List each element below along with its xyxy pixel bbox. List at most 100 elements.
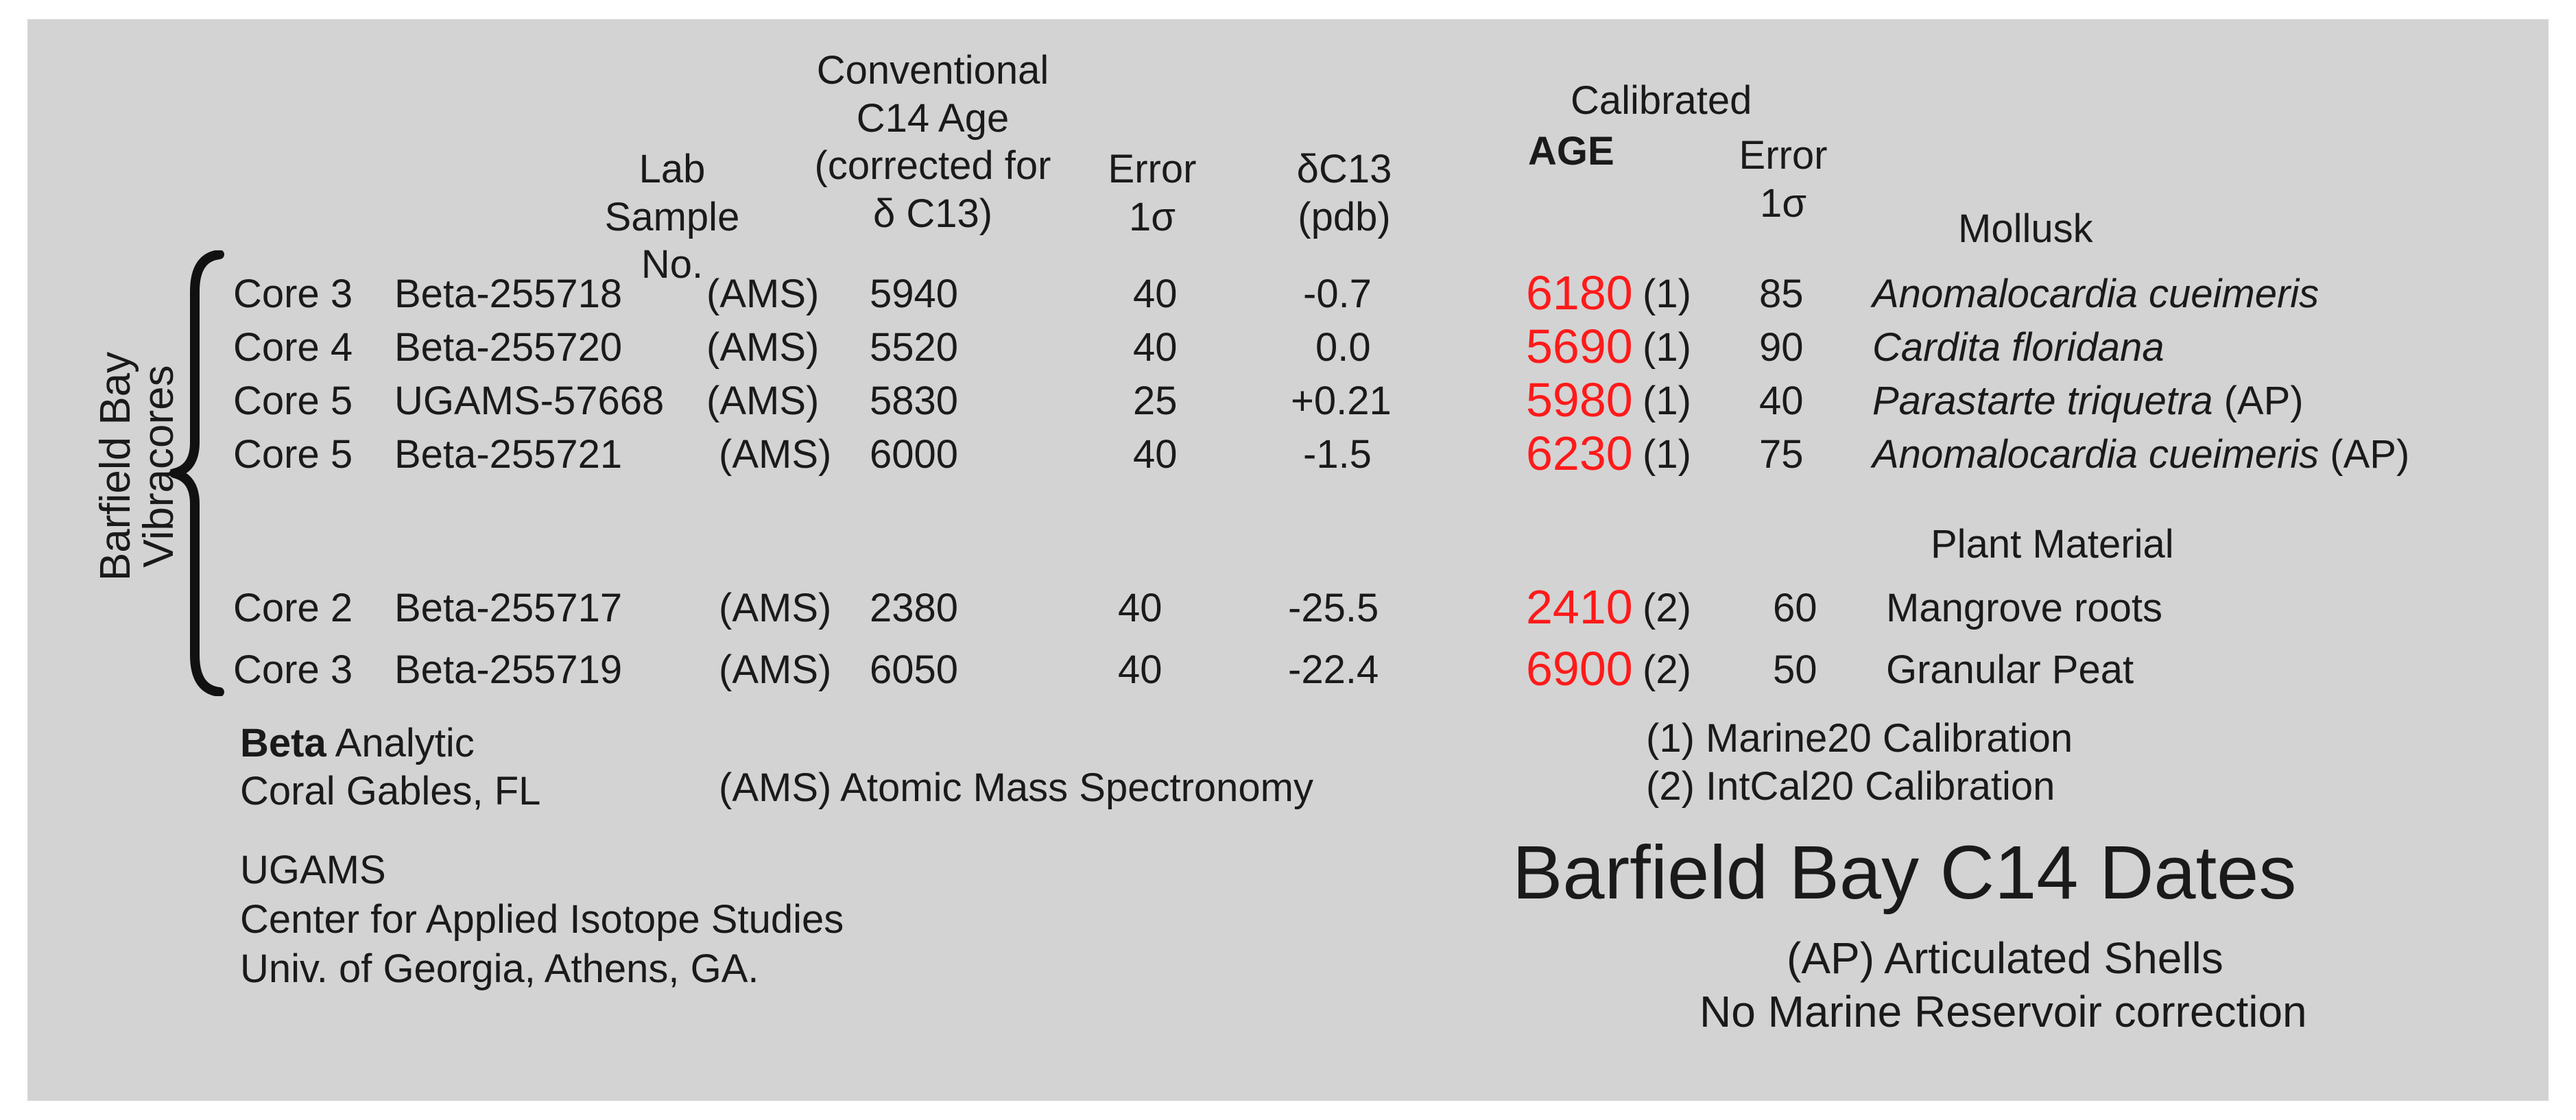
cell-age: 2380 xyxy=(870,586,959,630)
ams-note: (AMS) Atomic Mass Spectronomy xyxy=(719,765,1313,810)
cell-material: Parastarte triquetra (AP) xyxy=(1872,381,2304,421)
material-species: Parastarte triquetra xyxy=(1872,379,2213,423)
cell-age: 5940 xyxy=(870,272,959,316)
cell-sample: Beta-255720 xyxy=(394,325,623,370)
cell-cal-age: 5690 xyxy=(1526,320,1633,373)
cell-cal-ref: (2) xyxy=(1643,647,1691,692)
header-conv-line-3: (corrected for xyxy=(814,143,1051,189)
ugams-center: Center for Applied Isotope Studies xyxy=(240,897,844,942)
cell-error: 25 xyxy=(1133,379,1178,423)
cell-cal-ref: (1) xyxy=(1643,432,1691,477)
cell-cal-ref: (2) xyxy=(1643,586,1691,630)
cell-cal-error: 60 xyxy=(1773,586,1817,630)
calibration-note-2: (2) IntCal20 Calibration xyxy=(1646,764,2055,809)
header-lab-sample: Lab Sample No. xyxy=(569,145,775,289)
header-lab-line-2: Sample No. xyxy=(604,194,740,287)
cell-material: Granular Peat xyxy=(1886,647,2134,692)
header-conv-line-1: Conventional xyxy=(816,48,1049,93)
cell-cal-ref: (1) xyxy=(1643,379,1691,423)
cell-cal-error: 40 xyxy=(1759,379,1804,423)
material-species: Anomalocardia cueimeris xyxy=(1872,432,2319,477)
section-plant-material: Plant Material xyxy=(1931,522,2174,567)
header-cal-error: Error 1σ xyxy=(1701,132,1865,227)
cell-method: (AMS) xyxy=(706,325,820,370)
cell-cal-error: 50 xyxy=(1773,647,1817,692)
cell-material: Mangrove roots xyxy=(1886,586,2162,630)
beta-rest: Analytic xyxy=(326,721,475,765)
cell-method: (AMS) xyxy=(719,432,832,477)
cell-cal-age: 6900 xyxy=(1526,642,1633,695)
cell-d13c: -1.5 xyxy=(1303,432,1372,477)
cell-cal-error: 90 xyxy=(1759,325,1804,370)
cell-material: Cardita floridana xyxy=(1872,325,2164,370)
header-delta-line-2: (pdb) xyxy=(1298,194,1391,239)
header-cal-error-line-2: 1σ xyxy=(1759,180,1807,226)
cell-sample: Beta-255718 xyxy=(394,272,623,316)
cell-cal-ref: (1) xyxy=(1643,325,1691,370)
beta-bold: Beta xyxy=(240,721,326,765)
header-age: AGE xyxy=(1528,129,1614,174)
header-calibrated: Calibrated xyxy=(1571,78,1752,123)
ugams-university: Univ. of Georgia, Athens, GA. xyxy=(240,946,759,991)
cell-d13c: +0.21 xyxy=(1291,379,1392,423)
section-mollusk: Mollusk xyxy=(1958,206,2093,251)
beta-location: Coral Gables, FL xyxy=(240,769,541,813)
cell-core: Core 2 xyxy=(233,586,353,630)
cell-error: 40 xyxy=(1118,647,1162,692)
cell-method: (AMS) xyxy=(719,586,832,630)
cell-core: Core 4 xyxy=(233,325,353,370)
cell-cal-error: 75 xyxy=(1759,432,1804,477)
header-delta-c13: δC13 (pdb) xyxy=(1262,145,1427,241)
cell-core: Core 3 xyxy=(233,647,353,692)
header-conv-line-2: C14 Age xyxy=(856,95,1010,141)
cell-core: Core 5 xyxy=(233,379,353,423)
cell-cal-age: 6180 xyxy=(1526,266,1633,320)
cell-method: (AMS) xyxy=(706,272,820,316)
material-note: (AP) xyxy=(2330,432,2410,477)
cell-method: (AMS) xyxy=(719,647,832,692)
cell-method: (AMS) xyxy=(706,379,820,423)
side-label-line-1: Barfield Bay xyxy=(91,351,139,582)
page-title: Barfield Bay C14 Dates xyxy=(1512,831,2297,915)
calibration-note-1: (1) Marine20 Calibration xyxy=(1646,716,2073,761)
cell-sample: UGAMS-57668 xyxy=(394,379,665,423)
cell-error: 40 xyxy=(1133,325,1178,370)
material-note: (AP) xyxy=(2223,379,2304,423)
curly-brace-icon xyxy=(169,250,224,696)
header-conventional-age: Conventional C14 Age (corrected for δ C1… xyxy=(768,47,1097,237)
cell-sample: Beta-255717 xyxy=(394,586,623,630)
cell-error: 40 xyxy=(1133,432,1178,477)
header-cal-error-line-1: Error xyxy=(1739,133,1828,178)
cell-cal-age: 6230 xyxy=(1526,427,1633,480)
cell-cal-error: 85 xyxy=(1759,272,1804,316)
header-delta-line-1: δC13 xyxy=(1296,147,1392,191)
cell-cal-ref: (1) xyxy=(1643,272,1691,316)
cell-core: Core 5 xyxy=(233,432,353,477)
cell-d13c: -25.5 xyxy=(1288,586,1379,630)
table-panel xyxy=(27,19,2549,1101)
cell-error: 40 xyxy=(1133,272,1178,316)
cell-sample: Beta-255719 xyxy=(394,647,623,692)
reservoir-note: No Marine Reservoir correction xyxy=(1700,987,2307,1036)
cell-cal-age: 5980 xyxy=(1526,373,1633,427)
header-error-line-2: 1σ xyxy=(1128,194,1176,239)
cell-error: 40 xyxy=(1118,586,1162,630)
cell-age: 6000 xyxy=(870,432,959,477)
header-error: Error 1σ xyxy=(1070,145,1235,241)
header-lab-line-1: Lab xyxy=(639,147,706,191)
cell-sample: Beta-255721 xyxy=(394,432,623,477)
header-conv-line-4: δ C13) xyxy=(872,191,993,236)
cell-d13c: -22.4 xyxy=(1288,647,1379,692)
header-error-line-1: Error xyxy=(1108,147,1197,191)
cell-material: Anomalocardia cueimeris (AP) xyxy=(1872,435,2409,475)
cell-age: 5520 xyxy=(870,325,959,370)
cell-cal-age: 2410 xyxy=(1526,580,1633,634)
cell-age: 6050 xyxy=(870,647,959,692)
beta-analytic-label: Beta Analytic xyxy=(240,724,475,763)
ugams-label: UGAMS xyxy=(240,848,386,892)
cell-age: 5830 xyxy=(870,379,959,423)
cell-material: Anomalocardia cueimeris xyxy=(1872,272,2319,316)
cell-core: Core 3 xyxy=(233,272,353,316)
cell-d13c: 0.0 xyxy=(1315,325,1371,370)
cell-d13c: -0.7 xyxy=(1303,272,1372,316)
